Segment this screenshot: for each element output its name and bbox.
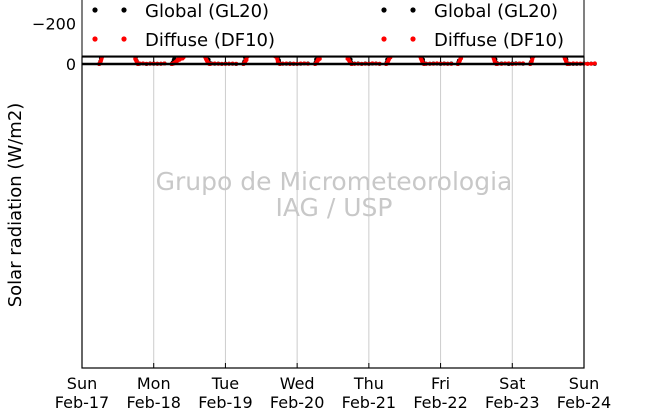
- x-tick-label-day: Sun: [569, 374, 599, 393]
- x-tick-label-date: Feb-23: [485, 393, 539, 409]
- legend-entry-label: Global (GL20): [434, 1, 558, 22]
- x-axis: SunFeb-17MonFeb-18TueFeb-19WedFeb-20ThuF…: [55, 57, 611, 409]
- watermark-line-1: Grupo de Micrometeorologia: [156, 167, 513, 196]
- diffuse-point: [244, 57, 249, 62]
- x-tick-label-day: Mon: [137, 374, 171, 393]
- legend-marker: [92, 36, 98, 42]
- x-tick-label-date: Feb-20: [270, 393, 324, 409]
- watermark-line-2: IAG / USP: [276, 193, 393, 222]
- x-tick-label-day: Tue: [211, 374, 239, 393]
- x-tick-label-date: Feb-22: [413, 393, 467, 409]
- legend-box: [81, 0, 585, 57]
- legend-marker: [381, 36, 387, 42]
- legend-marker: [381, 7, 387, 13]
- legend: Global (GL20) Diffuse (DF10) Global (GL20)…: [81, 0, 585, 57]
- x-tick-label-date: Feb-18: [126, 393, 180, 409]
- x-tick-label-date: Feb-21: [342, 393, 396, 409]
- y-axis-label: Solar radiation (W/m2): [5, 103, 26, 308]
- legend-marker: [410, 7, 416, 13]
- plot-frame: [81, 56, 585, 369]
- legend-marker: [121, 7, 127, 13]
- diffuse-point: [589, 61, 594, 66]
- legend-entry-label: Global (GL20): [145, 1, 269, 22]
- y-tick-label: 0: [66, 55, 76, 74]
- diffuse-point: [317, 56, 322, 61]
- diffuse-point: [592, 61, 597, 66]
- x-tick-label-day: Fri: [431, 374, 450, 393]
- legend-entry-label: Diffuse (DF10): [145, 30, 275, 51]
- y-tick-label: −200: [32, 15, 76, 34]
- x-tick-label-day: Sat: [499, 374, 525, 393]
- vertical-grid: [153, 57, 513, 368]
- x-tick-label-date: Feb-24: [557, 393, 611, 409]
- legend-marker: [410, 36, 416, 42]
- legend-marker: [92, 7, 98, 13]
- x-tick-label-day: Thu: [353, 374, 384, 393]
- x-tick-label-date: Feb-17: [55, 393, 109, 409]
- legend-marker: [121, 36, 127, 42]
- x-tick-label-date: Feb-19: [198, 393, 252, 409]
- diffuse-point: [585, 61, 590, 66]
- x-tick-label-day: Sun: [67, 374, 97, 393]
- legend-entry-label: Diffuse (DF10): [434, 30, 564, 51]
- watermark: Grupo de Micrometeorologia IAG / USP: [156, 167, 513, 222]
- x-tick-label-day: Wed: [280, 374, 315, 393]
